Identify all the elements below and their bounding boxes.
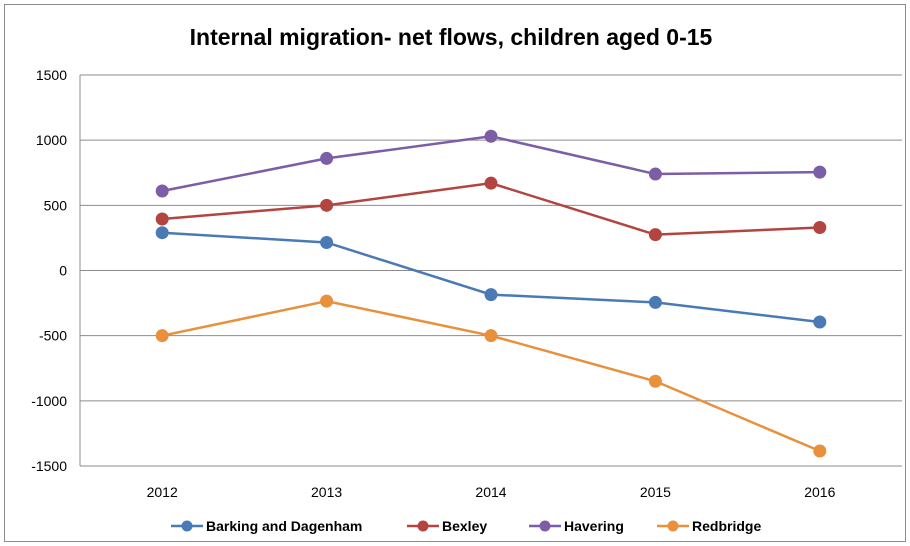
x-tick-label: 2013 bbox=[311, 484, 342, 500]
data-point-havering bbox=[813, 165, 827, 179]
data-point-havering bbox=[484, 129, 498, 143]
data-point-redbridge bbox=[648, 374, 662, 388]
legend-marker-barking-and-dagenham bbox=[181, 520, 193, 532]
x-tick-label: 2014 bbox=[475, 484, 506, 500]
series-lines bbox=[155, 129, 827, 458]
legend-item-redbridge: Redbridge bbox=[657, 518, 761, 534]
chart-title: Internal migration- net flows, children … bbox=[190, 24, 713, 50]
data-point-redbridge bbox=[320, 294, 334, 308]
data-point-bexley bbox=[484, 176, 498, 190]
legend-item-havering: Havering bbox=[529, 518, 624, 534]
axes bbox=[79, 75, 902, 467]
data-point-barking-and-dagenham bbox=[155, 226, 169, 240]
data-point-barking-and-dagenham bbox=[484, 288, 498, 302]
data-point-havering bbox=[320, 151, 334, 165]
y-tick-label: 1000 bbox=[36, 132, 67, 148]
data-point-bexley bbox=[648, 228, 662, 242]
series-barking-and-dagenham bbox=[155, 226, 827, 329]
legend-label-bexley: Bexley bbox=[442, 518, 487, 534]
data-point-barking-and-dagenham bbox=[320, 235, 334, 249]
data-point-redbridge bbox=[813, 444, 827, 458]
series-havering bbox=[155, 129, 827, 198]
y-tick-label: 1500 bbox=[36, 67, 67, 83]
tick-labels: 1500 1000 500 0 -500 -1000 -1500 2012 2013 2014 20… bbox=[31, 67, 835, 500]
legend-marker-bexley bbox=[417, 520, 429, 532]
data-point-bexley bbox=[320, 198, 334, 212]
chart-frame: Internal migration- net flows, children … bbox=[4, 4, 906, 542]
data-point-havering bbox=[155, 184, 169, 198]
series-line-barking-and-dagenham bbox=[162, 231, 820, 324]
legend-item-bexley: Bexley bbox=[407, 518, 487, 534]
line-chart: Internal migration- net flows, children … bbox=[31, 24, 902, 534]
data-point-barking-and-dagenham bbox=[813, 315, 827, 329]
y-tick-label: -1500 bbox=[31, 458, 67, 474]
y-tick-label: 0 bbox=[59, 263, 67, 279]
legend-label-barking-and-dagenham: Barking and Dagenham bbox=[206, 518, 362, 534]
data-point-redbridge bbox=[484, 329, 498, 343]
legend-item-barking-and-dagenham: Barking and Dagenham bbox=[171, 518, 362, 534]
data-point-havering bbox=[648, 167, 662, 181]
legend-marker-havering bbox=[539, 520, 551, 532]
data-point-barking-and-dagenham bbox=[648, 295, 662, 309]
x-tick-label: 2016 bbox=[804, 484, 835, 500]
x-tick-label: 2012 bbox=[147, 484, 178, 500]
series-line-redbridge bbox=[161, 299, 821, 453]
data-point-redbridge bbox=[155, 329, 169, 343]
legend-marker-redbridge bbox=[667, 520, 679, 532]
y-tick-label: -1000 bbox=[31, 393, 67, 409]
y-tick-label: -500 bbox=[39, 328, 67, 344]
data-point-bexley bbox=[813, 220, 827, 234]
legend-label-redbridge: Redbridge bbox=[692, 518, 761, 534]
legend: Barking and Dagenham Bexley Havering Redbri… bbox=[171, 518, 761, 534]
series-line-bexley bbox=[162, 181, 820, 236]
series-bexley bbox=[155, 176, 827, 242]
legend-label-havering: Havering bbox=[564, 518, 624, 534]
y-tick-label: 500 bbox=[44, 197, 68, 213]
x-tick-label: 2015 bbox=[640, 484, 671, 500]
data-point-bexley bbox=[155, 212, 169, 226]
series-redbridge bbox=[155, 294, 827, 458]
